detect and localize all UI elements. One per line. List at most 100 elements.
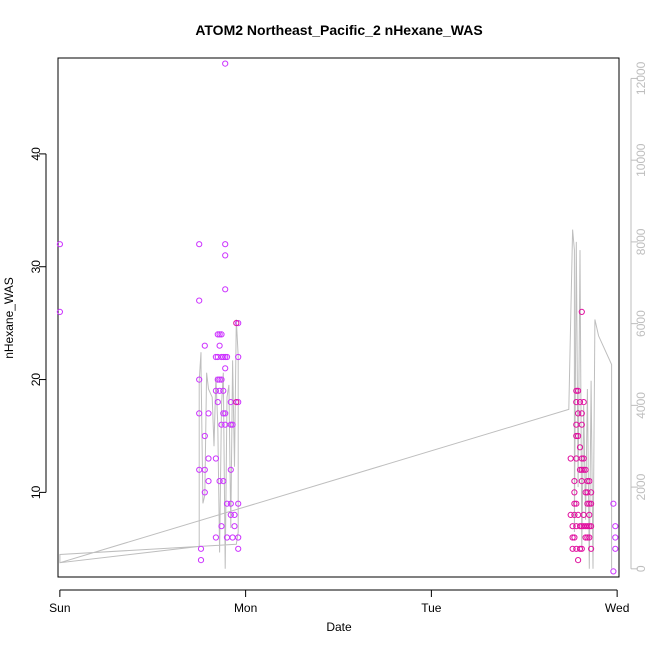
data-point: [220, 410, 227, 417]
data-point: [571, 500, 578, 507]
data-point: [227, 511, 234, 519]
series-line: [59, 229, 613, 569]
x-tick-label: Mon: [234, 601, 257, 615]
data-point: [612, 523, 619, 530]
points-layer: [56, 60, 619, 575]
data-point: [214, 331, 221, 338]
data-point: [586, 500, 593, 507]
data-point: [578, 421, 585, 428]
data-point: [220, 387, 227, 394]
data-point: [575, 557, 582, 564]
data-point: [578, 545, 585, 552]
data-point: [216, 342, 223, 349]
data-point: [235, 353, 242, 361]
data-point: [588, 500, 595, 507]
data-point: [212, 534, 219, 541]
data-point: [216, 387, 223, 394]
data-point: [218, 376, 225, 383]
data-point: [573, 387, 580, 394]
data-point: [569, 545, 576, 552]
right-tick-label: 12000: [634, 61, 648, 95]
data-point: [231, 511, 238, 519]
data-point: [201, 432, 208, 440]
data-point: [580, 466, 587, 473]
data-point: [588, 545, 595, 552]
data-point: [584, 523, 591, 530]
data-point: [214, 399, 221, 406]
x-tick-label: Tue: [421, 601, 442, 615]
data-point: [573, 432, 580, 440]
data-point: [205, 478, 212, 485]
data-point: [576, 545, 584, 552]
data-point: [216, 376, 223, 383]
data-point: [218, 421, 225, 428]
axes-layer: Sun Mon Tue Wed 10 20 30 40 0 2000 4000 6000 8000 100…: [29, 61, 648, 614]
data-point: [235, 500, 242, 507]
data-point: [575, 432, 582, 440]
data-point: [235, 534, 242, 541]
data-point: [612, 545, 619, 552]
data-point: [610, 500, 617, 507]
data-point: [576, 444, 584, 451]
data-point: [197, 545, 205, 552]
data-point: [196, 297, 203, 304]
data-point: [578, 308, 585, 315]
data-point: [584, 489, 591, 496]
data-point: [575, 387, 582, 394]
data-point: [569, 523, 576, 530]
data-point: [571, 478, 578, 485]
right-tick-label: 6000: [634, 310, 648, 337]
data-point: [197, 557, 205, 564]
data-point: [227, 466, 234, 473]
y-tick-label: 30: [29, 260, 43, 274]
data-point: [235, 545, 242, 552]
data-point: [223, 353, 231, 361]
data-point: [584, 478, 591, 485]
data-point: [201, 342, 208, 349]
data-point: [201, 489, 208, 496]
data-point: [586, 478, 593, 485]
data-point: [212, 455, 219, 462]
x-tick-label: Sun: [49, 601, 70, 615]
right-tick-label: 8000: [634, 228, 648, 255]
data-point: [575, 410, 582, 417]
data-point: [580, 455, 587, 462]
data-point: [222, 353, 229, 361]
data-point: [567, 511, 574, 519]
data-point: [231, 523, 238, 530]
data-point: [612, 534, 619, 541]
right-tick-label: 2000: [634, 473, 648, 500]
data-point: [218, 331, 225, 338]
data-point: [214, 376, 221, 383]
chart-title: ATOM2 Northeast_Pacific_2 nHexane_WAS: [195, 22, 482, 38]
data-point: [578, 466, 585, 473]
data-point: [216, 331, 223, 338]
data-point: [582, 534, 589, 541]
data-point: [582, 466, 589, 473]
data-point: [571, 534, 578, 541]
data-point: [223, 500, 231, 507]
data-point: [571, 511, 578, 519]
data-point: [218, 523, 225, 530]
data-point: [584, 534, 591, 541]
data-point: [573, 399, 580, 406]
data-point: [576, 399, 584, 406]
data-point: [222, 60, 229, 67]
data-point: [610, 568, 617, 575]
x-axis-label: Date: [326, 620, 352, 634]
data-point: [571, 489, 578, 496]
x-tick-label: Wed: [605, 601, 629, 615]
data-point: [196, 241, 203, 248]
data-point: [586, 523, 593, 530]
data-point: [235, 399, 242, 406]
data-point: [196, 376, 203, 383]
data-point: [220, 478, 227, 485]
y-axis-label: nHexane_WAS: [2, 277, 16, 359]
data-point: [205, 455, 212, 462]
data-point: [588, 489, 595, 496]
data-point: [222, 241, 229, 248]
data-point: [220, 353, 227, 361]
data-point: [222, 410, 229, 417]
